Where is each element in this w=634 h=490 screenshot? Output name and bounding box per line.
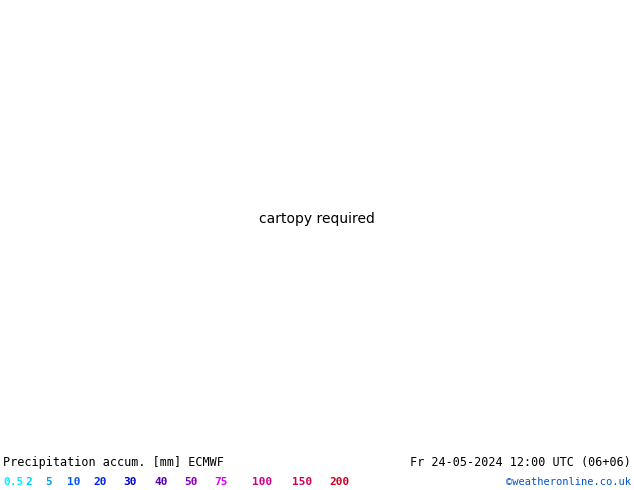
Text: Precipitation accum. [mm] ECMWF: Precipitation accum. [mm] ECMWF	[3, 456, 224, 468]
Text: 40: 40	[154, 477, 167, 487]
Text: 30: 30	[124, 477, 137, 487]
Text: 200: 200	[330, 477, 350, 487]
Text: 50: 50	[184, 477, 197, 487]
Text: 10: 10	[67, 477, 80, 487]
Text: 5: 5	[46, 477, 53, 487]
Text: ©weatheronline.co.uk: ©weatheronline.co.uk	[506, 477, 631, 487]
Text: 75: 75	[214, 477, 228, 487]
Text: 20: 20	[94, 477, 107, 487]
Text: 100: 100	[252, 477, 273, 487]
Text: 2: 2	[25, 477, 32, 487]
Text: Fr 24-05-2024 12:00 UTC (06+06): Fr 24-05-2024 12:00 UTC (06+06)	[410, 456, 631, 468]
Text: 0.5: 0.5	[3, 477, 23, 487]
Text: 150: 150	[292, 477, 312, 487]
Text: cartopy required: cartopy required	[259, 212, 375, 226]
